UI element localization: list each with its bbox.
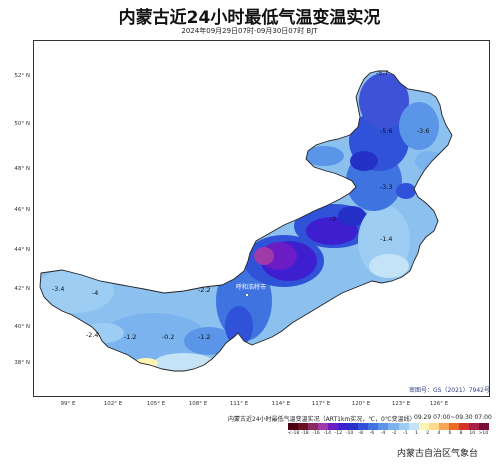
legend-tick: -4 bbox=[380, 431, 386, 436]
lat-tick-42: 42° N bbox=[14, 286, 30, 292]
legend-tick: 8 bbox=[459, 431, 463, 436]
legend-tick: -14 bbox=[323, 431, 331, 436]
lat-tick-52: 52° N bbox=[14, 73, 30, 79]
legend-tick: 2 bbox=[426, 431, 430, 436]
station-value: -5.6 bbox=[380, 127, 392, 135]
legend-ticks: <-18 -18 -16 -14 -12 -10 -8 -6 -4 -2 -1 1 2 4 6 8 10 >10 bbox=[288, 431, 489, 436]
lat-tick-44: 44° N bbox=[14, 247, 30, 253]
station-value: -0.2 bbox=[162, 333, 174, 341]
legend-tick: >10 bbox=[478, 431, 489, 436]
lat-tick-40: 40° N bbox=[14, 324, 30, 330]
legend-tick: -16 bbox=[312, 431, 320, 436]
temperature-field bbox=[40, 71, 452, 371]
station-value: -1.4 bbox=[380, 235, 392, 243]
station-value: -2.2 bbox=[198, 286, 210, 294]
legend-tick: -10 bbox=[345, 431, 354, 436]
lon-tick-123: 123° E bbox=[391, 401, 411, 407]
legend-swatch bbox=[438, 423, 449, 430]
station-value: -1.2 bbox=[198, 333, 210, 341]
lon-tick-117: 117° E bbox=[311, 401, 331, 407]
legend-swatch bbox=[418, 423, 429, 430]
legend-tick: -12 bbox=[334, 431, 343, 436]
legend-tick: -2 bbox=[391, 431, 397, 436]
legend-swatch bbox=[408, 423, 419, 430]
map-title: 内蒙古近24小时最低气温变温实况 bbox=[118, 8, 381, 28]
station-value: -3.3 bbox=[380, 183, 392, 191]
legend-tick: 1 bbox=[415, 431, 418, 436]
legend-swatch bbox=[318, 423, 329, 430]
legend-swatch bbox=[358, 423, 369, 430]
station-value: -3.4 bbox=[52, 285, 64, 293]
lon-tick-126: 126° E bbox=[429, 401, 449, 407]
legend-swatch bbox=[478, 423, 489, 430]
station-value: -5.7 bbox=[376, 69, 388, 77]
legend-tick: -6 bbox=[369, 431, 375, 436]
city-label: 呼和浩特市 bbox=[236, 283, 266, 291]
legend-title: 内蒙古近24小时最低气温变温实况（ART1km实况，℃，0℃变温线） bbox=[228, 416, 416, 423]
issuing-agency: 内蒙古自治区气象台 bbox=[397, 449, 479, 459]
lat-tick-48: 48° N bbox=[14, 166, 30, 172]
legend-swatch bbox=[378, 423, 389, 430]
map-canvas: 呼和浩特市 -5.7 -5.6 -3.6 -3.3 -1.4 -3.4 -4 -… bbox=[39, 69, 453, 372]
legend-tick: 10 bbox=[469, 431, 476, 436]
map-approval-number: 审图号：GS（2021）7942号 bbox=[409, 387, 490, 394]
map-subtitle: 2024年09月29日07时-09月30日07时 BJT bbox=[181, 27, 318, 35]
legend-swatch bbox=[468, 423, 479, 430]
lon-tick-114: 114° E bbox=[271, 401, 291, 407]
lon-tick-111: 111° E bbox=[229, 401, 249, 407]
legend-swatch bbox=[398, 423, 409, 430]
lat-tick-50: 50° N bbox=[14, 121, 30, 127]
legend-swatch bbox=[298, 423, 309, 430]
station-value: -2.4 bbox=[86, 331, 98, 339]
legend-swatch bbox=[328, 423, 339, 430]
legend-swatch bbox=[368, 423, 379, 430]
legend-swatch bbox=[308, 423, 319, 430]
legend-color-bar bbox=[288, 423, 489, 430]
station-value: -2 bbox=[330, 215, 336, 223]
legend-tick: -8 bbox=[358, 431, 364, 436]
station-value: -1.2 bbox=[124, 333, 136, 341]
station-value: -3.6 bbox=[417, 127, 429, 135]
lon-tick-120: 120° E bbox=[351, 401, 371, 407]
lon-tick-105: 105° E bbox=[146, 401, 166, 407]
legend-swatch bbox=[388, 423, 399, 430]
legend-swatch bbox=[338, 423, 349, 430]
lat-tick-38: 38° N bbox=[14, 360, 30, 366]
legend-swatch bbox=[428, 423, 439, 430]
legend-swatch bbox=[348, 423, 359, 430]
city-marker bbox=[245, 293, 249, 297]
lon-tick-102: 102° E bbox=[103, 401, 123, 407]
lon-tick-99: 99° E bbox=[60, 401, 76, 407]
legend-tick: 6 bbox=[448, 431, 452, 436]
lat-tick-46: 46° N bbox=[14, 207, 30, 213]
map-frame: 呼和浩特市 -5.7 -5.6 -3.6 -3.3 -1.4 -3.4 -4 -… bbox=[33, 40, 490, 397]
legend-tick: <-18 bbox=[288, 431, 300, 436]
station-value: -4 bbox=[92, 289, 98, 297]
legend-swatch bbox=[288, 423, 299, 430]
legend-tick: -1 bbox=[403, 431, 408, 436]
lon-tick-108: 108° E bbox=[188, 401, 208, 407]
legend-swatch bbox=[448, 423, 459, 430]
legend-time: 09.29 07:00~09.30 07:00 bbox=[414, 414, 492, 421]
legend-tick: -18 bbox=[301, 431, 309, 436]
legend-tick: 4 bbox=[437, 431, 441, 436]
legend-swatch bbox=[458, 423, 469, 430]
